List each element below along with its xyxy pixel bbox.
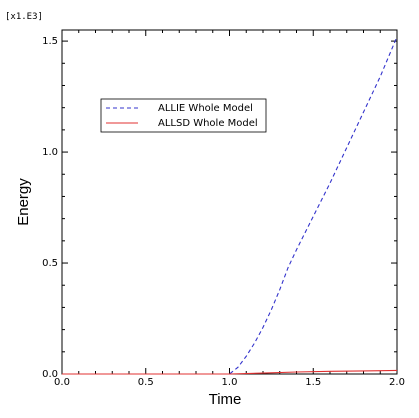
x-tick-label: 1.0: [222, 377, 238, 388]
plot-frame: [61, 29, 398, 375]
x-tick-label: 0.5: [138, 377, 154, 388]
y-tick-label: 1.5: [42, 36, 58, 47]
legend: ALLIE Whole Model ALLSD Whole Model: [100, 98, 267, 133]
x-tick-label: 1.5: [305, 377, 321, 388]
y-axis-title: Energy: [15, 178, 32, 226]
y-tick-label: 0.5: [42, 258, 58, 269]
series-line-allie: [62, 36, 398, 375]
legend-box: [100, 98, 267, 133]
legend-label-allsd: ALLSD Whole Model: [158, 118, 258, 129]
x-tick-label: 2.0: [389, 377, 405, 388]
y-tick-label: 0.0: [42, 369, 58, 380]
series-line-allsd: [62, 369, 398, 375]
x-axis-title: Time: [209, 391, 242, 408]
axis-ticks: 0.0 0.5 1.0 1.5 2.0 0.0 0.5 1.0 1.5: [42, 30, 405, 388]
legend-label-allie: ALLIE Whole Model: [158, 103, 253, 114]
y-tick-label: 1.0: [42, 147, 58, 158]
y-multiplier-label: [x1.E3]: [5, 12, 43, 22]
series-lines: [62, 36, 398, 375]
x-tick-label: 0.0: [54, 377, 70, 388]
